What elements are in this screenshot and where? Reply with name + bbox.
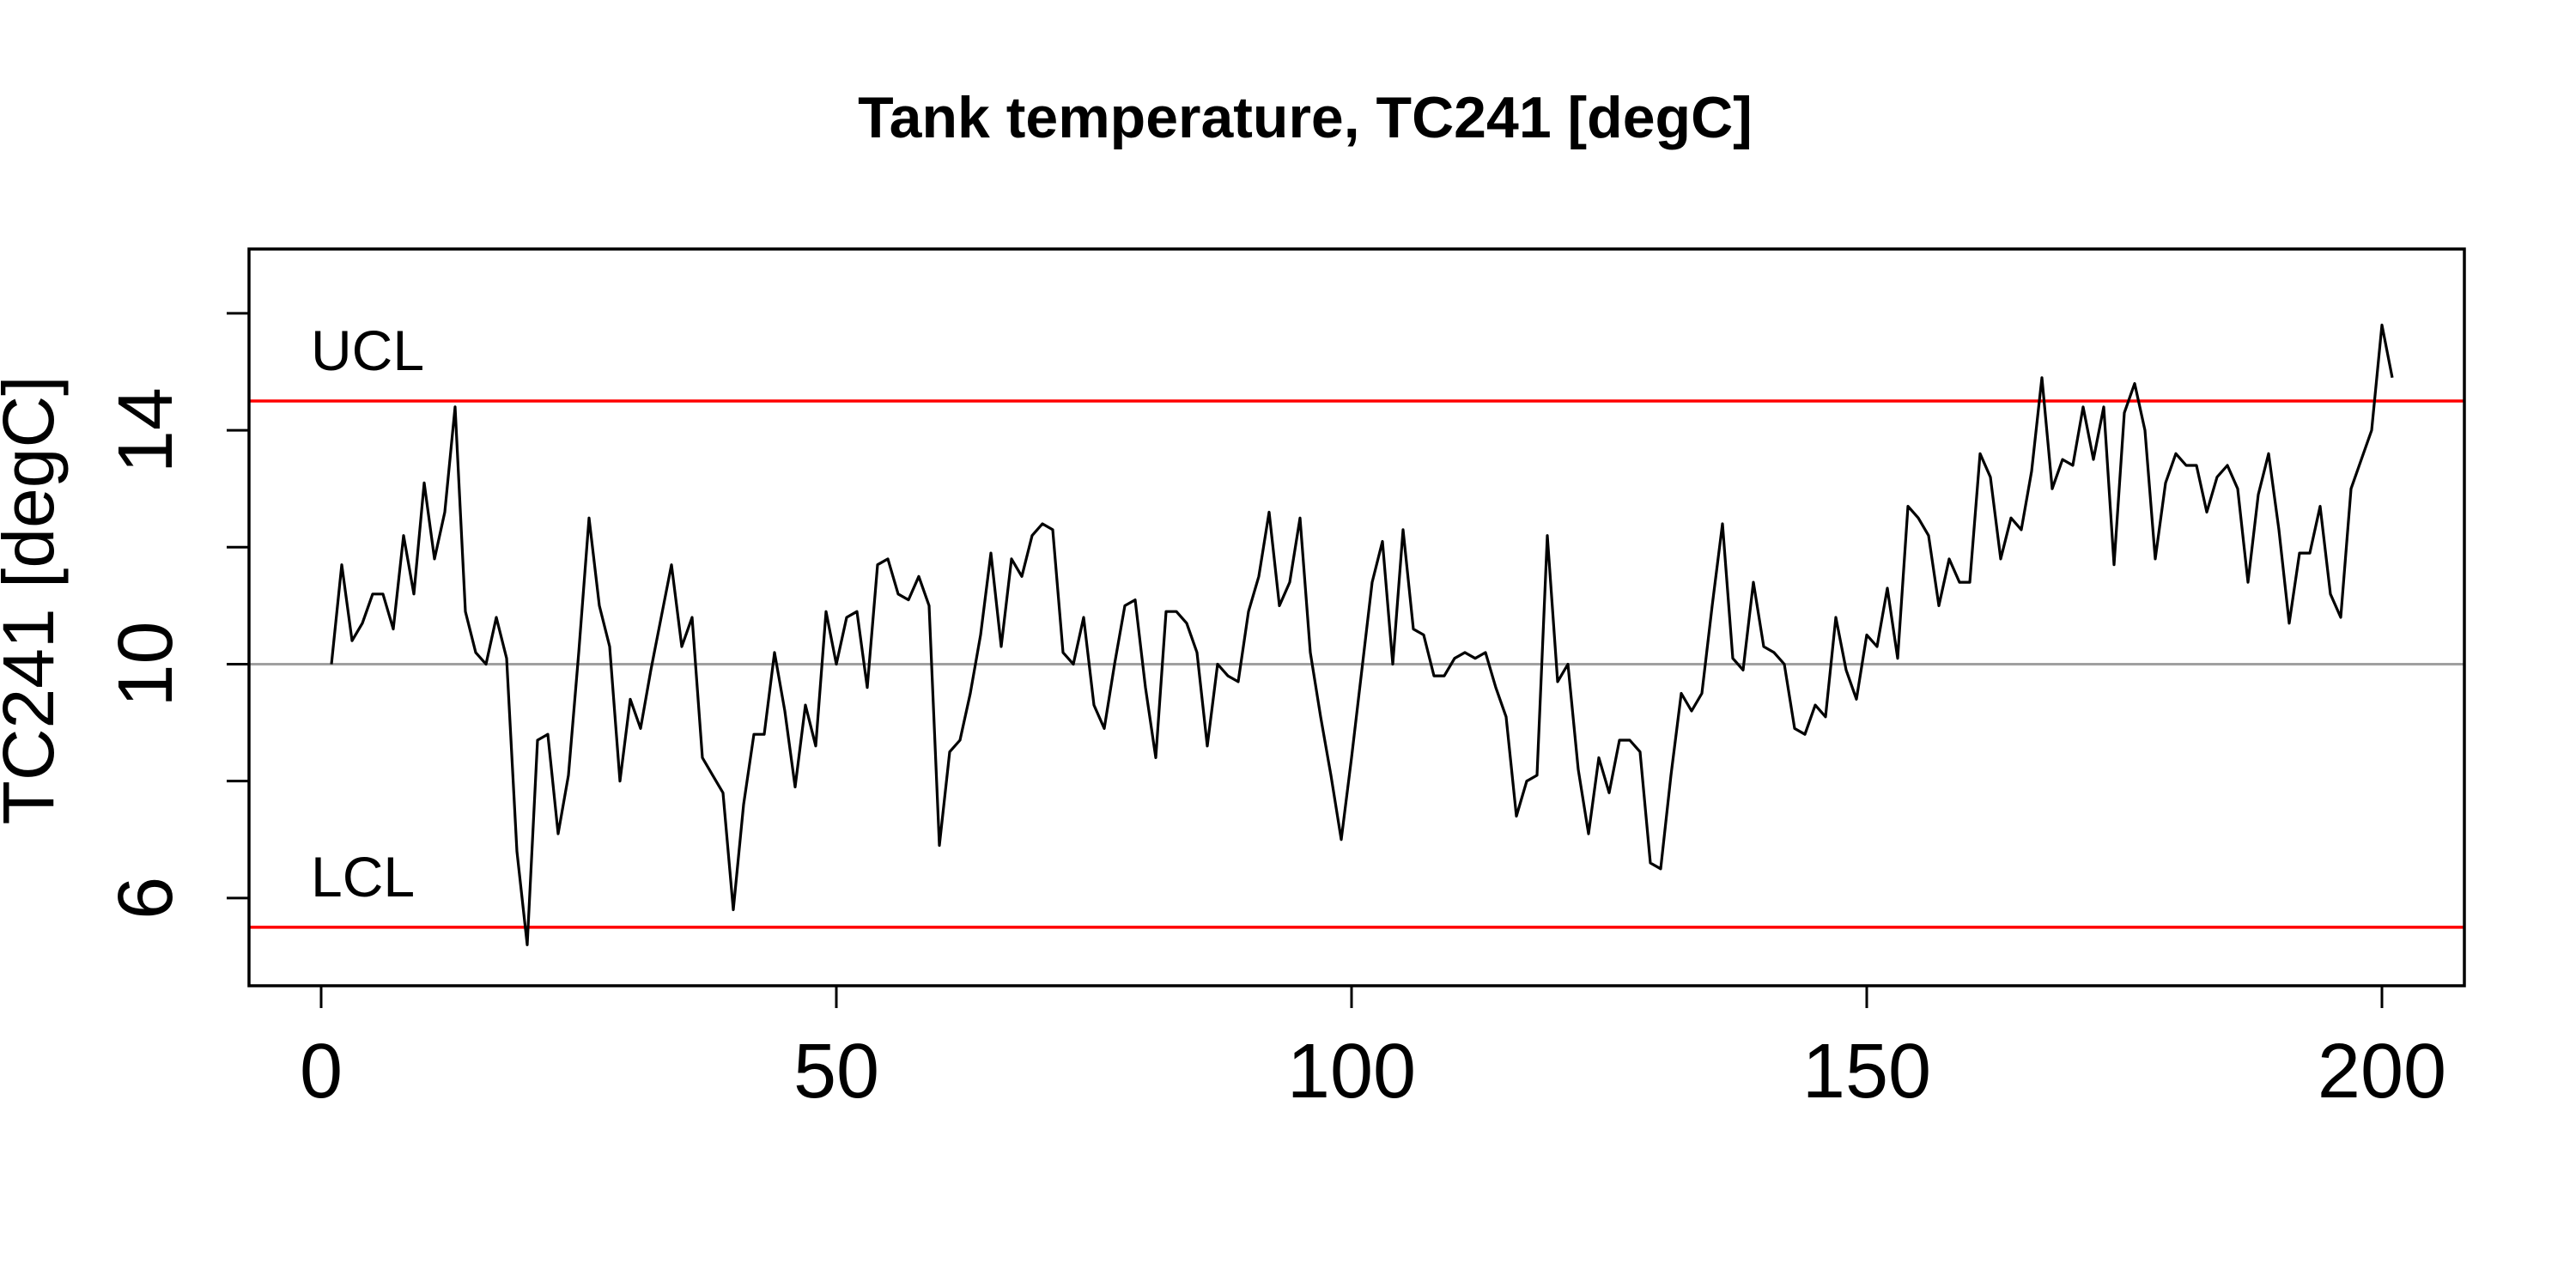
- x-tick-label: 100: [1287, 1029, 1416, 1115]
- y-axis-label: TC241 [degC]: [0, 376, 69, 825]
- y-tick-label: 14: [103, 387, 189, 473]
- control-limits: UCL LCL: [249, 319, 2464, 929]
- plot-frame: [247, 247, 2466, 987]
- y-tick-label: 6: [103, 877, 189, 920]
- x-tick-label: 150: [1802, 1029, 1931, 1115]
- x-tick-label: 50: [793, 1029, 879, 1115]
- plot-area: UCL LCL: [247, 247, 2466, 987]
- lcl-label: LCL: [311, 845, 415, 908]
- y-tick-label: 10: [103, 621, 189, 707]
- chart-title: Tank temperature, TC241 [degC]: [858, 85, 1753, 150]
- x-tick-label: 0: [300, 1029, 343, 1115]
- series-line: [330, 323, 2394, 946]
- ucl-label: UCL: [311, 319, 424, 382]
- x-tick-label: 200: [2318, 1029, 2446, 1115]
- x-axis: 0 50 100 150 200: [300, 986, 2446, 1115]
- y-axis: 6 10 14: [103, 312, 249, 920]
